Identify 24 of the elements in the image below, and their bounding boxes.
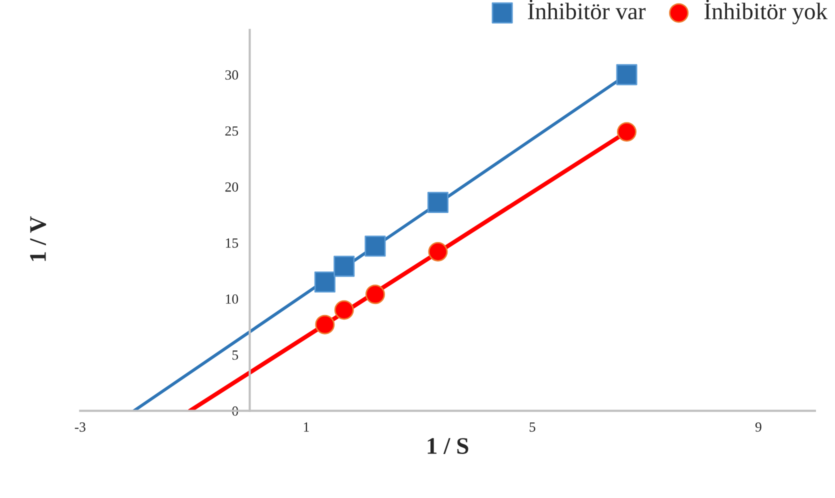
- point: [315, 314, 335, 334]
- y-tick-label: 10: [226, 294, 238, 304]
- point: [428, 242, 448, 262]
- x-tick-label: 9: [755, 422, 762, 432]
- point: [427, 192, 448, 213]
- point: [334, 256, 355, 277]
- y-tick-label: 30: [225, 70, 238, 80]
- point: [364, 236, 386, 257]
- y-axis-title: 1 / V: [30, 216, 46, 261]
- y-tick-label: 25: [225, 126, 238, 136]
- point: [314, 271, 336, 293]
- y-tick-label: 20: [225, 182, 238, 192]
- point: [616, 64, 638, 86]
- legend-label: İnhibitör var: [528, 0, 646, 20]
- point: [334, 300, 354, 320]
- legend-label: İnhibitör yok: [704, 0, 828, 24]
- point: [365, 284, 385, 304]
- y-tick-label: 5: [232, 350, 238, 360]
- y-tick-label: 15: [226, 238, 238, 248]
- x-tick-label: -3: [74, 422, 86, 432]
- point: [616, 122, 636, 142]
- x-tick-label: 5: [530, 422, 536, 432]
- x-tick-label: 1: [304, 422, 309, 432]
- x-axis-title: 1 / S: [428, 438, 468, 454]
